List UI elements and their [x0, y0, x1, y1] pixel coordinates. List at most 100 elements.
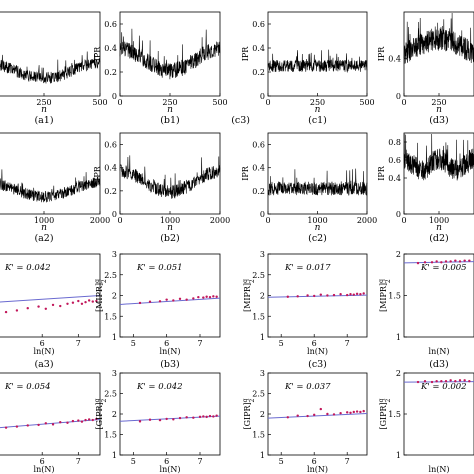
panel-b3: 5 6 7 1 1.5 2 2.5 3 ln(N) [MIPR]q2 (b3) K' = 0.051 — [94, 250, 221, 370]
x-axis-label: ln(N) — [307, 347, 328, 356]
y-tick-label: 0 — [396, 92, 401, 101]
data-point — [332, 413, 336, 416]
data-point — [349, 411, 352, 414]
data-point — [286, 295, 289, 298]
y-tick-label: 0.6 — [104, 141, 117, 150]
panel-a1: 250 500 n(a1) — [0, 11, 108, 126]
data-point — [15, 309, 19, 312]
data-point — [440, 380, 443, 383]
kappa-annotation: K' = 0.054 — [4, 382, 51, 392]
data-point — [185, 416, 188, 419]
x-axis-label: ln(N) — [429, 347, 450, 356]
axes-frame — [267, 11, 368, 97]
data-point — [449, 379, 452, 382]
data-point — [359, 410, 362, 414]
data-point — [362, 292, 365, 295]
y-tick-label: 0.6 — [252, 141, 265, 150]
data-point — [44, 422, 48, 425]
x-tick-label: 2000 — [90, 216, 110, 225]
x-tick-label: 5 — [131, 457, 136, 466]
data-point — [313, 294, 316, 298]
x-tick-label: 7 — [197, 339, 202, 348]
x-tick-label: 0 — [401, 98, 406, 107]
data-point — [416, 380, 420, 384]
y-tick-label: 0.6 — [104, 20, 117, 29]
data-point — [80, 420, 84, 423]
data-point — [306, 414, 309, 418]
data-point — [192, 297, 195, 300]
y-axis-label: [MIPR]q2 — [94, 279, 108, 312]
y-tick-label: 1 — [112, 451, 117, 460]
y-axis-label: IPR — [241, 46, 250, 62]
data-point — [165, 298, 168, 301]
axes-frame — [0, 372, 101, 456]
data-point — [4, 426, 8, 429]
data-point — [178, 297, 182, 301]
kappa-annotation: K' = 0.002 — [420, 382, 467, 392]
x-tick-label: 500 — [92, 98, 107, 107]
ipr-series-line — [403, 133, 474, 181]
data-point — [296, 295, 299, 298]
x-axis-label: ln(N) — [307, 465, 328, 474]
data-point — [165, 417, 168, 421]
data-point — [430, 380, 434, 384]
axes-frame — [0, 253, 101, 338]
y-tick-label: 0.4 — [104, 164, 117, 173]
data-point — [66, 302, 69, 305]
data-point — [440, 261, 443, 264]
data-point — [215, 295, 218, 298]
ipr-series-line — [0, 169, 101, 203]
panel-caption: (b3) — [160, 359, 180, 370]
panel-d3: 1 1.5 2 ln(N) [MIPR]q2 (d3) K' = 0.005 — [378, 250, 474, 370]
data-point — [138, 420, 142, 423]
y-tick-label: 3 — [260, 369, 265, 378]
y-axis-label: [MIPR]q2 — [242, 279, 256, 312]
x-axis-label: ln(N) — [160, 465, 181, 474]
y-axis-label: [MIPR]q2 — [378, 279, 392, 312]
data-point — [148, 300, 152, 303]
y-tick-label: 1 — [260, 333, 265, 342]
y-tick-label: 0 — [260, 92, 265, 101]
x-axis-label: n — [315, 223, 321, 233]
panel-a3: 6 7 ln(N) (a3) K' = 0.042 — [0, 253, 101, 370]
y-tick-label: 1.5 — [252, 312, 265, 321]
data-point — [95, 299, 98, 303]
panel-caption: (a2) — [34, 233, 53, 244]
data-point — [208, 414, 212, 418]
data-point — [306, 294, 309, 297]
panel-d2: 0 1000 0 0.4 0.6 0.8 n IPR (d2) — [377, 132, 474, 244]
data-point — [205, 415, 208, 419]
y-tick-label: 0.2 — [104, 68, 117, 77]
data-point — [430, 261, 434, 264]
data-point — [355, 410, 359, 413]
y-tick-label: 0.4 — [252, 44, 265, 53]
y-tick-label: 0 — [112, 92, 117, 101]
data-point — [346, 293, 349, 297]
panel-a2: 1000 2000 n(a2) — [0, 132, 110, 244]
y-tick-label: 2 — [112, 292, 117, 301]
data-point — [355, 292, 359, 296]
data-point — [197, 295, 200, 299]
panel-caption: (d3) — [429, 359, 449, 370]
kappa-annotation: K' = 0.042 — [136, 382, 183, 392]
x-axis-label: ln(N) — [34, 347, 55, 356]
x-tick-label: 0 — [117, 216, 122, 225]
data-point — [212, 415, 215, 418]
x-axis-label: n — [315, 105, 321, 115]
data-point — [26, 424, 29, 427]
data-point — [87, 299, 91, 302]
fit-line — [119, 297, 221, 305]
kappa-annotation: K' = 0.051 — [136, 263, 183, 273]
data-point — [362, 409, 365, 413]
ipr-series-line — [0, 51, 101, 84]
data-point — [202, 296, 205, 299]
y-tick-label: 2 — [112, 410, 117, 419]
y-tick-label: 0.4 — [252, 164, 265, 173]
y-tick-label: 1.5 — [388, 292, 401, 301]
x-axis-label: ln(N) — [160, 347, 181, 356]
data-point — [198, 415, 202, 419]
data-point — [215, 414, 218, 417]
x-tick-label: 6 — [40, 339, 45, 348]
data-point — [172, 299, 175, 302]
